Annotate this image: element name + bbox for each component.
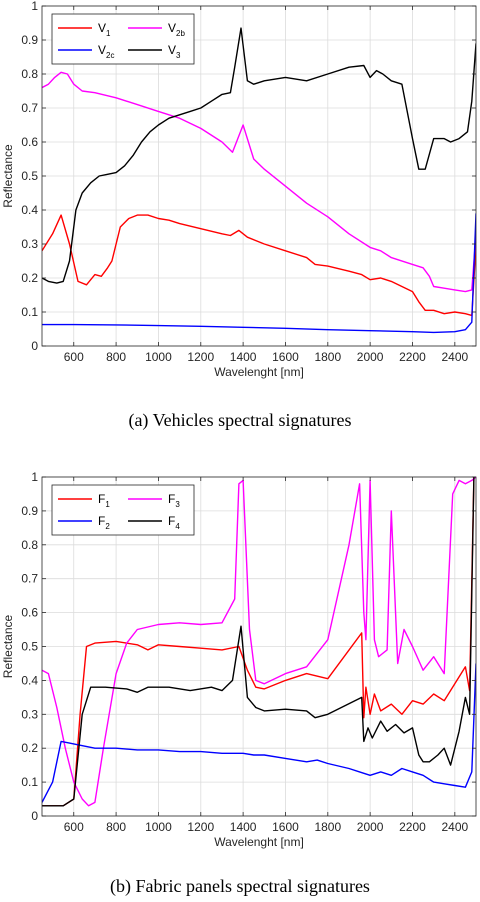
y-tick-label: 1 <box>31 0 38 13</box>
y-tick-label: 0.7 <box>21 572 38 586</box>
series-line-v1 <box>42 214 476 317</box>
x-tick-label: 2200 <box>399 350 426 364</box>
legend-entry: F2 <box>98 514 110 531</box>
legend: V1 V2b V2c V3 <box>51 13 195 65</box>
legend-entry: V2c <box>98 43 114 60</box>
y-tick-label: 0.8 <box>21 538 38 552</box>
x-tick-label: 1800 <box>314 820 341 834</box>
x-tick-label: 1400 <box>230 820 257 834</box>
y-axis-label: Reflectance <box>1 144 15 208</box>
y-tick-label: 0.6 <box>21 135 38 149</box>
x-tick-label: 2000 <box>357 350 384 364</box>
y-tick-label: 0.5 <box>21 640 38 654</box>
x-tick-label: 600 <box>64 350 84 364</box>
y-axis-label: Reflectance <box>1 614 15 678</box>
y-tick-label: 0.2 <box>21 741 38 755</box>
figure-caption: (a) Vehicles spectral signatures <box>128 410 351 431</box>
legend-entry: V3 <box>168 43 181 60</box>
legend-entry: F3 <box>168 492 180 509</box>
x-tick-label: 1600 <box>272 820 299 834</box>
legend-entry: V2b <box>168 21 185 38</box>
x-tick-label: 800 <box>106 350 126 364</box>
x-tick-label: 600 <box>64 820 84 834</box>
y-tick-label: 1 <box>31 470 38 484</box>
y-tick-label: 0.4 <box>21 203 38 217</box>
y-tick-label: 0.1 <box>21 305 38 319</box>
x-tick-label: 800 <box>106 820 126 834</box>
legend-box <box>51 484 195 536</box>
series-lines <box>42 27 476 334</box>
x-tick-label: 1000 <box>145 350 172 364</box>
x-tick-label: 1600 <box>272 350 299 364</box>
y-tick-label: 0.2 <box>21 271 38 285</box>
series-line-v2b <box>42 71 476 293</box>
y-tick-label: 0.9 <box>21 33 38 47</box>
x-axis-label: Wavelenght [nm] <box>214 835 304 849</box>
y-tick-label: 0.6 <box>21 606 38 620</box>
legend-entry: V1 <box>98 21 111 38</box>
x-tick-label: 1200 <box>187 350 214 364</box>
series-line-f4 <box>42 477 475 807</box>
y-tick-label: 0.7 <box>21 101 38 115</box>
y-tick-label: 0.3 <box>21 707 38 721</box>
y-tick-label: 0.1 <box>21 775 38 789</box>
x-axis-label: Wavelenght [nm] <box>214 365 304 379</box>
x-tick-label: 2400 <box>441 350 468 364</box>
x-tick-label: 2200 <box>399 820 426 834</box>
series-line-f3 <box>42 477 476 807</box>
y-tick-label: 0 <box>31 809 38 823</box>
x-tick-label: 1200 <box>187 820 214 834</box>
x-tick-label: 2000 <box>357 820 384 834</box>
legend-box <box>51 13 195 65</box>
y-tick-label: 0.8 <box>21 67 38 81</box>
series-line-v3 <box>42 27 476 284</box>
legend: F1 F3 F2 F4 <box>51 484 195 536</box>
y-tick-label: 0.3 <box>21 237 38 251</box>
chart-vehicles: 600 800 1000 1200 1400 1600 1800 2000 2200 2400 0 0… <box>1 0 477 431</box>
series-line-f1 <box>42 477 475 807</box>
x-tick-label: 1800 <box>314 350 341 364</box>
x-tick-label: 2400 <box>441 820 468 834</box>
x-tick-label: 1400 <box>230 350 257 364</box>
figure-caption: (b) Fabric panels spectral signatures <box>110 876 370 897</box>
y-tick-label: 0 <box>31 339 38 353</box>
series-line-v2c <box>42 213 476 334</box>
legend-entry: F4 <box>168 514 180 531</box>
y-tick-label: 0.9 <box>21 504 38 518</box>
y-tick-label: 0.4 <box>21 673 38 687</box>
series-line-f2 <box>42 663 476 803</box>
y-tick-label: 0.5 <box>21 169 38 183</box>
legend-entry: F1 <box>98 492 110 509</box>
series-lines <box>42 477 476 807</box>
chart-fabric-panels: 600 800 1000 1200 1400 1600 1800 2000 2200 2400 0 0… <box>1 470 477 897</box>
x-tick-label: 1000 <box>145 820 172 834</box>
